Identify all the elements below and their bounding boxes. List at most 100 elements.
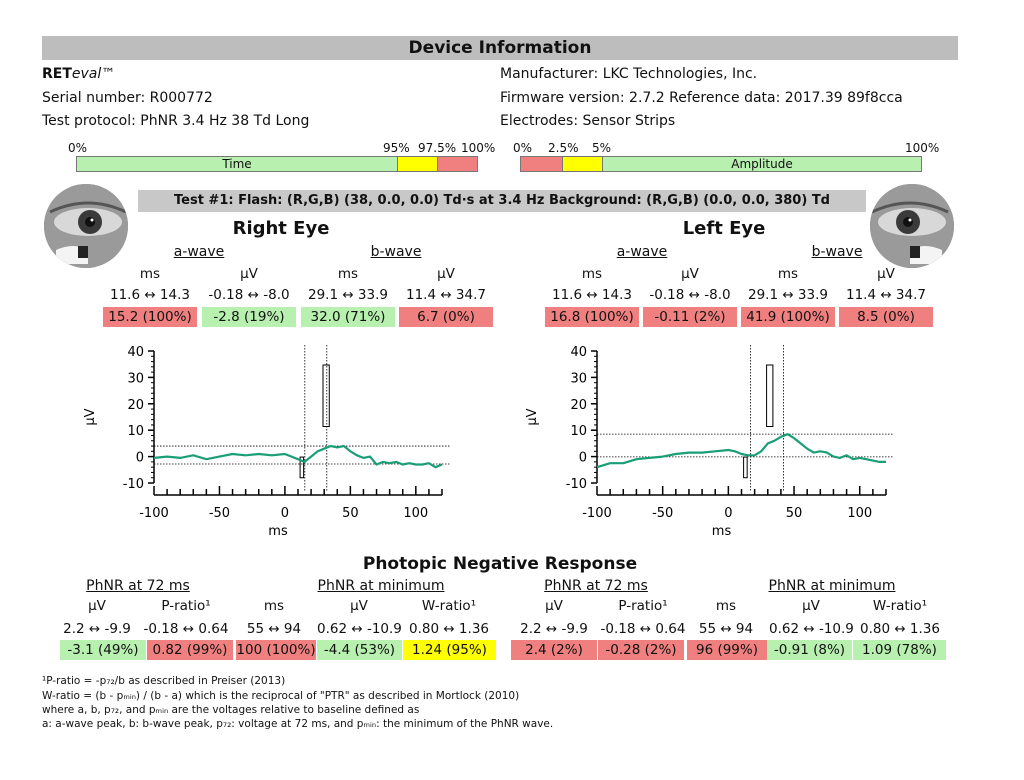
- phnr-left-range-5: 0.80 ↔ 1.36: [859, 621, 940, 637]
- phnr-right-72ms-header: PhNR at 72 ms: [86, 578, 190, 594]
- phnr-left-range-4: 0.62 ↔ -10.9: [769, 621, 854, 637]
- left-value-1: 16.8 (100%): [545, 307, 639, 327]
- amp-red-segment: [520, 156, 563, 172]
- y-tick-label: 30: [570, 371, 587, 386]
- amp-tick-100: 100%: [905, 141, 940, 155]
- right-range-1: 11.6 ↔ 14.3: [109, 287, 190, 303]
- left-range-4: 11.4 ↔ 34.7: [845, 287, 926, 303]
- y-axis-label: µV: [83, 408, 98, 425]
- y-tick-label: 20: [127, 398, 144, 413]
- amp-tick-2-5: 2.5%: [548, 141, 579, 155]
- phnr-left-value-3: 96 (99%): [687, 640, 767, 660]
- right-unit-2: µV: [240, 266, 258, 282]
- left-b-wave-header: b-wave: [811, 244, 863, 260]
- left-value-3: 41.9 (100%): [741, 307, 835, 327]
- brand-tm: ™: [101, 66, 116, 82]
- y-tick-label: 40: [570, 345, 587, 360]
- x-tick-label: 50: [786, 506, 803, 521]
- phnr-right-range-1: 2.2 ↔ -9.9: [63, 621, 131, 637]
- right-value-1: 15.2 (100%): [103, 307, 197, 327]
- left-value-2: -0.11 (2%): [643, 307, 737, 327]
- time-tick-0: 0%: [68, 141, 88, 155]
- right-eye-photo: [44, 184, 128, 268]
- phnr-left-unit-1: µV: [545, 598, 563, 614]
- right-range-3: 29.1 ↔ 33.9: [307, 287, 388, 303]
- phnr-left-value-4: -0.91 (8%): [767, 640, 852, 660]
- amp-tick-5: 5%: [592, 141, 612, 155]
- phnr-title: Photopic Negative Response: [362, 554, 638, 574]
- left-eye-photo: [870, 184, 954, 268]
- phnr-right-value-3: 100 (100%): [236, 640, 316, 660]
- right-range-2: -0.18 ↔ -8.0: [208, 287, 290, 303]
- right-unit-3: ms: [337, 266, 359, 282]
- phnr-left-range-1: 2.2 ↔ -9.9: [520, 621, 588, 637]
- y-tick-label: 30: [127, 371, 144, 386]
- y-tick-label: 10: [570, 424, 587, 439]
- right-value-3: 32.0 (71%): [301, 307, 395, 327]
- left-unit-2: µV: [681, 266, 699, 282]
- y-tick-label: 0: [136, 451, 144, 466]
- phnr-right-unit-4: µV: [350, 598, 368, 614]
- time-tick-100: 100%: [461, 141, 496, 155]
- brand-italic: eval: [71, 66, 102, 82]
- phnr-right-value-1: -3.1 (49%): [60, 640, 146, 660]
- phnr-left-value-1: 2.4 (2%): [511, 640, 597, 660]
- y-tick-label: 0: [579, 451, 587, 466]
- erg-waveform-line: [153, 444, 443, 469]
- x-tick-label: 100: [403, 506, 428, 521]
- x-tick-label: -50: [652, 506, 673, 521]
- left-value-4: 8.5 (0%): [839, 307, 933, 327]
- right-unit-4: µV: [437, 266, 455, 282]
- x-tick-label: 0: [281, 506, 289, 521]
- y-tick-label: -10: [123, 477, 144, 492]
- x-tick-label: 50: [342, 506, 359, 521]
- amp-green-segment: Amplitude: [602, 156, 922, 172]
- right-value-2: -2.8 (19%): [202, 307, 296, 327]
- phnr-left-unit-3: ms: [715, 598, 737, 614]
- phnr-right-unit-2: P-ratio¹: [161, 598, 211, 614]
- b-wave-range-box: [322, 364, 330, 428]
- phnr-right-range-4: 0.62 ↔ -10.9: [317, 621, 402, 637]
- left-range-3: 29.1 ↔ 33.9: [747, 287, 828, 303]
- phnr-right-range-5: 0.80 ↔ 1.36: [408, 621, 489, 637]
- test-description: Test #1: Flash: (R,G,B) (38, 0.0, 0.0) T…: [138, 190, 866, 212]
- left-range-2: -0.18 ↔ -8.0: [649, 287, 731, 303]
- y-tick-label: 10: [127, 424, 144, 439]
- phnr-right-unit-1: µV: [88, 598, 106, 614]
- left-unit-3: ms: [777, 266, 799, 282]
- phnr-left-min-header: PhNR at minimum: [768, 578, 896, 594]
- time-tick-97-5: 97.5%: [418, 141, 457, 155]
- amp-tick-0: 0%: [513, 141, 533, 155]
- phnr-left-unit-2: P-ratio¹: [618, 598, 668, 614]
- right-value-4: 6.7 (0%): [399, 307, 493, 327]
- right-eye-title: Right Eye: [232, 218, 330, 239]
- phnr-left-value-2: -0.28 (2%): [598, 640, 684, 660]
- phnr-left-unit-5: W-ratio¹: [872, 598, 928, 614]
- x-tick-label: -100: [139, 506, 169, 521]
- y-tick-label: -10: [566, 477, 587, 492]
- right-a-wave-header: a-wave: [173, 244, 225, 260]
- left-unit-4: µV: [877, 266, 895, 282]
- time-red-segment: [437, 156, 478, 172]
- phnr-right-range-3: 55 ↔ 94: [246, 621, 302, 637]
- footnote-4: a: a-wave peak, b: b-wave peak, p₇₂: vol…: [42, 718, 554, 730]
- phnr-right-range-2: -0.18 ↔ 0.64: [143, 621, 229, 637]
- phnr-right-value-5: 1.24 (95%): [403, 640, 496, 660]
- left-a-wave-header: a-wave: [616, 244, 668, 260]
- x-tick-label: -100: [582, 506, 612, 521]
- right-eye-image: [44, 184, 128, 268]
- device-info-title: Device Information: [42, 36, 958, 60]
- right-b-wave-header: b-wave: [370, 244, 422, 260]
- phnr-left-range-2: -0.18 ↔ 0.64: [600, 621, 686, 637]
- phnr-right-min-header: PhNR at minimum: [317, 578, 445, 594]
- phnr-right-value-2: 0.82 (99%): [147, 640, 233, 660]
- phnr-left-value-5: 1.09 (78%): [853, 640, 946, 660]
- x-axis-label: ms: [712, 524, 732, 539]
- footnote-1: ¹P-ratio = -p₇₂/b as described in Preise…: [42, 675, 286, 687]
- footnote-3: where a, b, p₇₂, and pₘᵢₙ are the voltag…: [42, 704, 420, 716]
- manufacturer: Manufacturer: LKC Technologies, Inc.: [500, 66, 758, 82]
- x-axis-label: ms: [268, 524, 288, 539]
- amp-yellow-segment: [562, 156, 603, 172]
- time-yellow-segment: [397, 156, 438, 172]
